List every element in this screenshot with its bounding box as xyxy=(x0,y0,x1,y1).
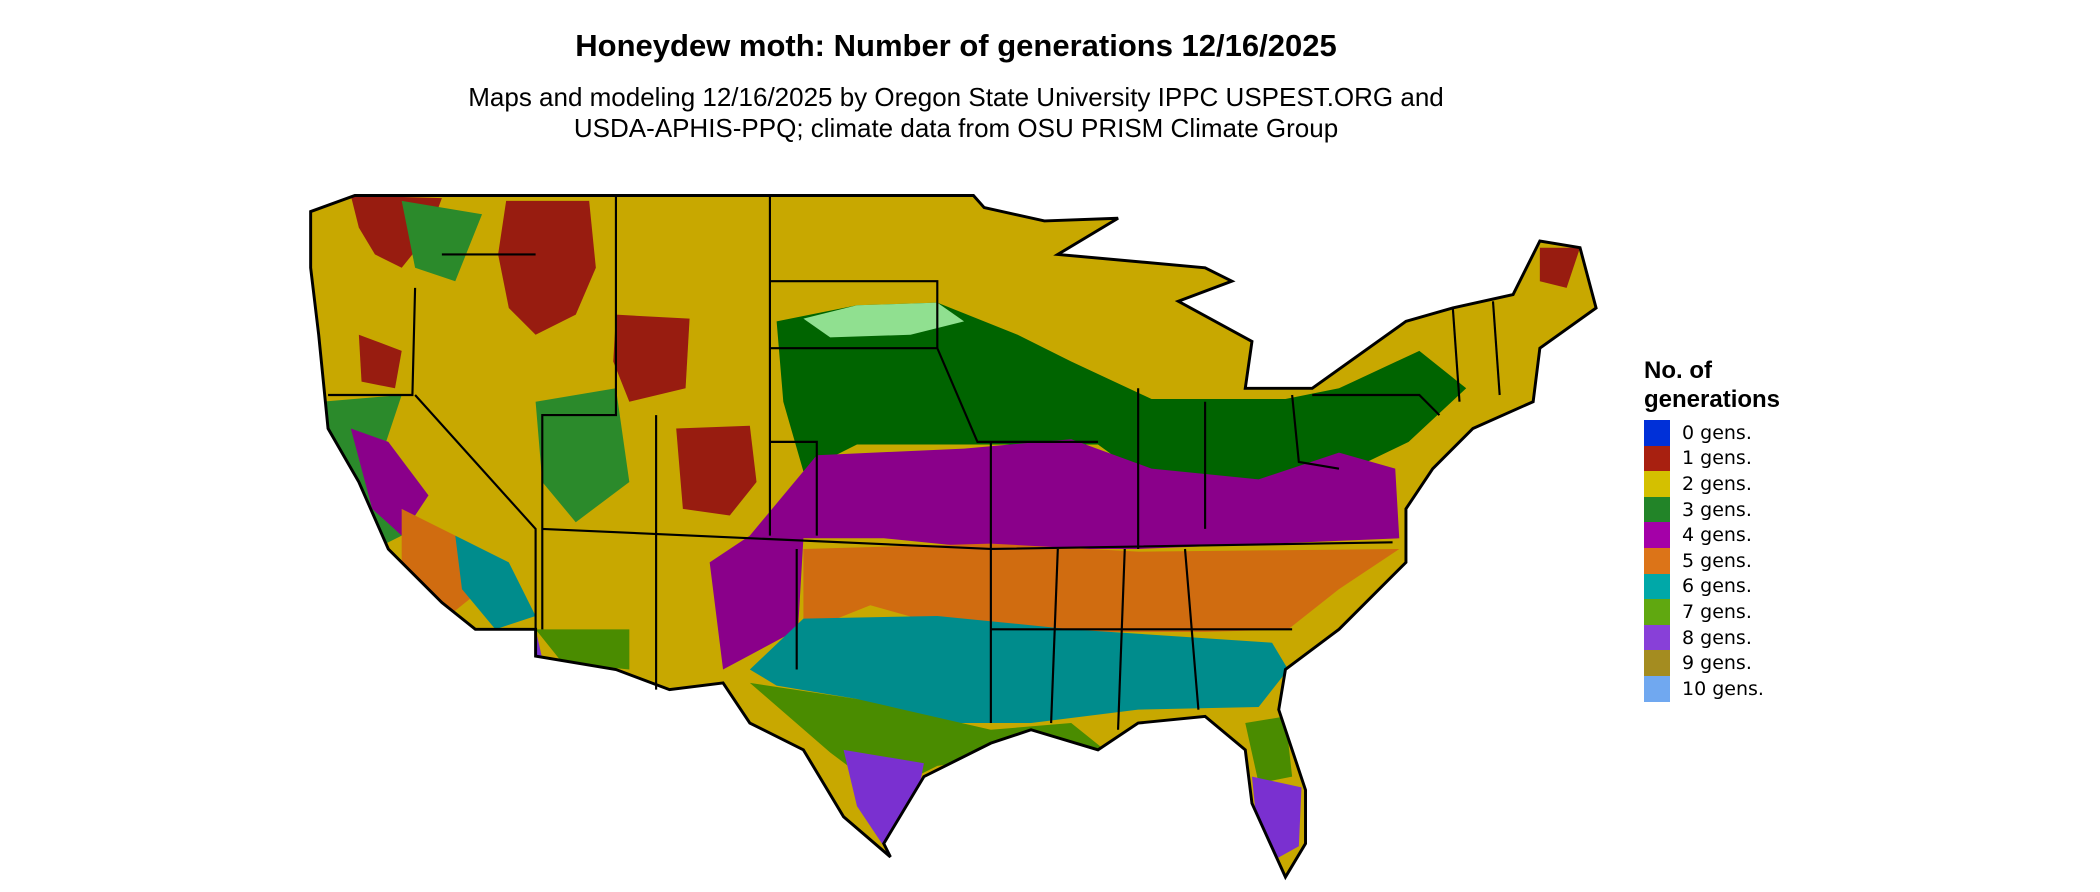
region-7gens-florida xyxy=(1245,716,1293,784)
legend-title-line-2: generations xyxy=(1644,386,1781,413)
region-5gens xyxy=(803,543,1400,633)
region-1gen-idaho-montana xyxy=(498,200,596,335)
region-4gens xyxy=(709,439,1400,670)
region-3gens-columbia xyxy=(401,200,483,282)
map-regions xyxy=(310,195,1597,878)
map-subtitle-line-2: USDA-APHIS-PPQ; climate data from OSU PR… xyxy=(573,113,1339,143)
map-subtitle-line-1: Maps and modeling 12/16/2025 by Oregon S… xyxy=(468,82,1444,112)
legend-label: 10 gens. xyxy=(1682,677,1764,700)
state-boundaries xyxy=(328,195,1501,730)
legend-swatch xyxy=(1644,547,1670,574)
legend-label: 9 gens. xyxy=(1682,652,1752,675)
legend-title: No. of generations xyxy=(1644,356,1780,414)
legend-label: 1 gens. xyxy=(1682,447,1752,470)
legend-label: 2 gens. xyxy=(1682,472,1752,495)
region-8gens-florida xyxy=(1251,776,1302,860)
legend-item: 3 gens. xyxy=(1644,496,1780,523)
legend-swatch xyxy=(1644,445,1670,472)
legend-item: 1 gens. xyxy=(1644,445,1780,472)
legend-item: 5 gens. xyxy=(1644,547,1780,574)
map-title: Honeydew moth: Number of generations 12/… xyxy=(575,28,1337,63)
region-1gen-wyoming xyxy=(613,314,690,402)
legend-label: 3 gens. xyxy=(1682,498,1752,521)
region-4gens-sw xyxy=(350,428,429,536)
region-7gens-gulf xyxy=(749,682,1105,793)
legend-swatch xyxy=(1644,675,1670,702)
legend-label: 7 gens. xyxy=(1682,600,1752,623)
legend-swatch xyxy=(1644,420,1670,446)
legend-swatch xyxy=(1644,573,1670,600)
legend-items: 0 gens. 1 gens. 2 gens. 3 gens. 4 gens. 5 gen… xyxy=(1644,420,1780,702)
legend-item: 9 gens. xyxy=(1644,650,1780,676)
legend-item: 7 gens. xyxy=(1644,599,1780,625)
legend-title-line-1: No. of xyxy=(1644,357,1712,384)
legend-swatch xyxy=(1644,599,1670,625)
legend-item: 2 gens. xyxy=(1644,471,1780,497)
legend-item: 10 gens. xyxy=(1644,675,1780,702)
region-8gens-az xyxy=(475,629,543,659)
legend-label: 5 gens. xyxy=(1682,549,1752,572)
legend-label: 4 gens. xyxy=(1682,524,1752,547)
region-1gen-sierra xyxy=(358,334,402,389)
legend-swatch xyxy=(1644,522,1670,548)
region-6gens xyxy=(749,615,1289,724)
region-3gens-great-basin xyxy=(535,388,630,523)
legend-swatch xyxy=(1644,496,1670,523)
legend: No. of generations 0 gens. 1 gens. 2 gens.… xyxy=(1644,356,1780,702)
region-8gens-texas xyxy=(843,749,924,851)
legend-item: 0 gens. xyxy=(1644,420,1780,446)
legend-item: 4 gens. xyxy=(1644,522,1780,548)
region-7gens-az xyxy=(535,629,630,670)
legend-label: 0 gens. xyxy=(1682,421,1752,444)
region-6gens-sw xyxy=(455,535,536,630)
legend-label: 6 gens. xyxy=(1682,575,1752,598)
legend-swatch xyxy=(1644,471,1670,497)
us-outline xyxy=(309,194,1598,881)
legend-swatch xyxy=(1644,650,1670,676)
legend-item: 8 gens. xyxy=(1644,624,1780,651)
region-3gens-midwest xyxy=(776,302,1467,523)
legend-item: 6 gens. xyxy=(1644,573,1780,600)
legend-swatch xyxy=(1644,624,1670,651)
legend-label: 8 gens. xyxy=(1682,626,1752,649)
region-1gen-maine xyxy=(1539,247,1581,288)
region-1gen-colorado xyxy=(676,425,757,516)
region-3gens-light-edge xyxy=(803,302,965,338)
